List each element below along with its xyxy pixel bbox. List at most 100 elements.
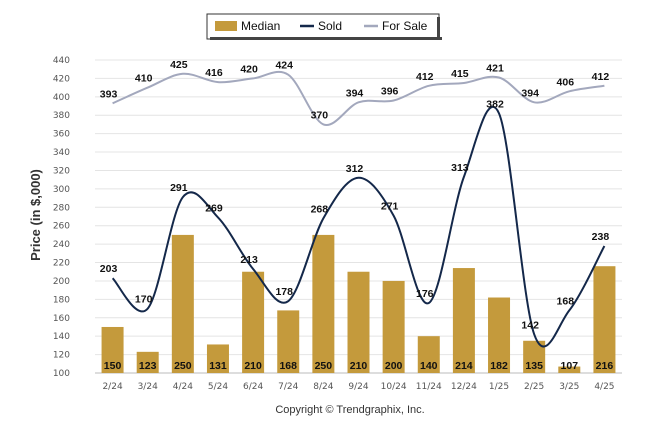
median-bar-3/24	[136, 351, 159, 373]
y-tick-120: 120	[53, 351, 70, 361]
copyright-footer: Copyright © Trendgraphix, Inc.	[275, 404, 424, 416]
y-axis-ticks: 100 120 140 160 180 200 220 240 260 280 300 320 340 3…	[53, 56, 70, 379]
median-bar-4/24	[171, 234, 194, 373]
median-bar-9/24	[347, 271, 370, 373]
y-tick-400: 400	[53, 93, 70, 103]
x-tick-6/24: 6/24	[243, 382, 263, 392]
median-bar-3/25	[558, 366, 581, 373]
y-tick-200: 200	[53, 277, 70, 287]
for-sale-label-7/24: 424	[275, 60, 293, 72]
median-label-6/24: 210	[244, 360, 262, 372]
median-label-2/24: 150	[104, 360, 122, 372]
legend-shadow-bottom	[210, 37, 442, 40]
sold-label-4/25: 238	[592, 231, 610, 243]
median-label-1/25: 182	[490, 360, 508, 372]
median-label-11/24: 140	[420, 360, 438, 372]
x-tick-2/25: 2/25	[524, 382, 544, 392]
median-bar-4/25	[593, 266, 616, 373]
legend: Median Sold For Sale	[206, 13, 442, 40]
x-tick-11/24: 11/24	[416, 382, 442, 392]
x-tick-3/24: 3/24	[138, 382, 158, 392]
median-bar-11/24	[417, 336, 440, 373]
x-tick-1/25: 1/25	[489, 382, 509, 392]
median-label-3/24: 123	[139, 360, 157, 372]
x-tick-4/24: 4/24	[173, 382, 193, 392]
x-tick-12/24: 12/24	[451, 382, 477, 392]
for-sale-label-10/24: 396	[381, 86, 399, 98]
x-tick-2/24: 2/24	[102, 382, 122, 392]
y-tick-260: 260	[53, 222, 70, 232]
for-sale-label-4/25: 412	[592, 71, 610, 83]
median-label-9/24: 210	[350, 360, 368, 372]
y-tick-420: 420	[53, 74, 70, 84]
for-sale-label-12/24: 415	[451, 68, 469, 80]
series-lines	[111, 70, 606, 348]
median-label-12/24: 214	[455, 360, 473, 372]
value-labels: 150 123 250 131 210 168 250 210 200 140 214 182 135 1…	[100, 59, 614, 372]
legend-box	[206, 13, 440, 40]
median-bar-1/25	[488, 297, 511, 373]
legend-swatch-median	[215, 21, 237, 31]
x-axis-ticks: 2/24 3/24 4/24 5/24 6/24 7/24 8/24 9/24 10/24 11/…	[102, 382, 614, 392]
median-label-5/24: 131	[209, 360, 227, 372]
legend-label-for-sale: For Sale	[382, 19, 428, 33]
y-tick-280: 280	[53, 203, 70, 213]
median-bar-7/24	[277, 310, 300, 373]
median-bar-6/24	[242, 271, 265, 373]
x-tick-8/24: 8/24	[313, 382, 333, 392]
sold-label-8/24: 268	[311, 203, 329, 215]
median-bar-5/24	[206, 344, 229, 373]
x-tick-3/25: 3/25	[559, 382, 579, 392]
y-tick-440: 440	[53, 56, 70, 66]
median-bar-8/24	[312, 234, 335, 373]
x-tick-9/24: 9/24	[348, 382, 368, 392]
sold-label-3/25: 168	[557, 295, 575, 307]
sold-label-4/24: 291	[170, 182, 188, 194]
for-sale-label-3/25: 406	[557, 76, 575, 88]
legend-shadow-right	[437, 17, 440, 40]
median-label-3/25: 107	[561, 360, 579, 372]
legend-label-median: Median	[241, 19, 280, 33]
for-sale-label-11/24: 412	[416, 71, 434, 83]
median-bar-2/24	[101, 326, 124, 373]
y-tick-380: 380	[53, 111, 70, 121]
for-sale-label-1/25: 421	[486, 62, 504, 74]
sold-label-2/25: 142	[521, 319, 539, 331]
median-bars	[101, 234, 616, 373]
median-label-4/24: 250	[174, 360, 192, 372]
y-tick-220: 220	[53, 259, 70, 269]
sold-label-2/24: 203	[100, 263, 118, 275]
sold-label-11/24: 176	[416, 288, 434, 300]
x-tick-5/24: 5/24	[208, 382, 228, 392]
median-label-8/24: 250	[315, 360, 333, 372]
sold-label-5/24: 269	[205, 202, 223, 214]
y-tick-320: 320	[53, 166, 70, 176]
for-sale-label-8/24: 370	[311, 109, 329, 121]
for-sale-label-5/24: 416	[205, 67, 223, 79]
y-tick-340: 340	[53, 148, 70, 158]
y-tick-140: 140	[53, 332, 70, 342]
sold-line	[111, 105, 606, 348]
sold-label-9/24: 312	[346, 163, 364, 175]
legend-label-sold: Sold	[318, 19, 342, 33]
for-sale-label-9/24: 394	[346, 87, 364, 99]
y-tick-240: 240	[53, 240, 70, 250]
for-sale-label-2/24: 393	[100, 88, 118, 100]
for-sale-line	[112, 70, 605, 126]
for-sale-label-4/24: 425	[170, 59, 188, 71]
median-bar-12/24	[452, 268, 475, 373]
median-label-10/24: 200	[385, 360, 403, 372]
sold-label-1/25: 382	[486, 98, 504, 110]
sold-label-7/24: 178	[275, 286, 293, 298]
y-tick-300: 300	[53, 185, 70, 195]
sold-label-6/24: 213	[240, 254, 258, 266]
y-tick-160: 160	[53, 314, 70, 324]
median-label-2/25: 135	[525, 360, 543, 372]
median-label-4/25: 216	[596, 360, 614, 372]
y-tick-180: 180	[53, 295, 70, 305]
y-tick-100: 100	[53, 369, 70, 379]
x-tick-7/24: 7/24	[278, 382, 298, 392]
for-sale-label-2/25: 394	[521, 87, 539, 99]
for-sale-label-3/24: 410	[135, 73, 153, 85]
